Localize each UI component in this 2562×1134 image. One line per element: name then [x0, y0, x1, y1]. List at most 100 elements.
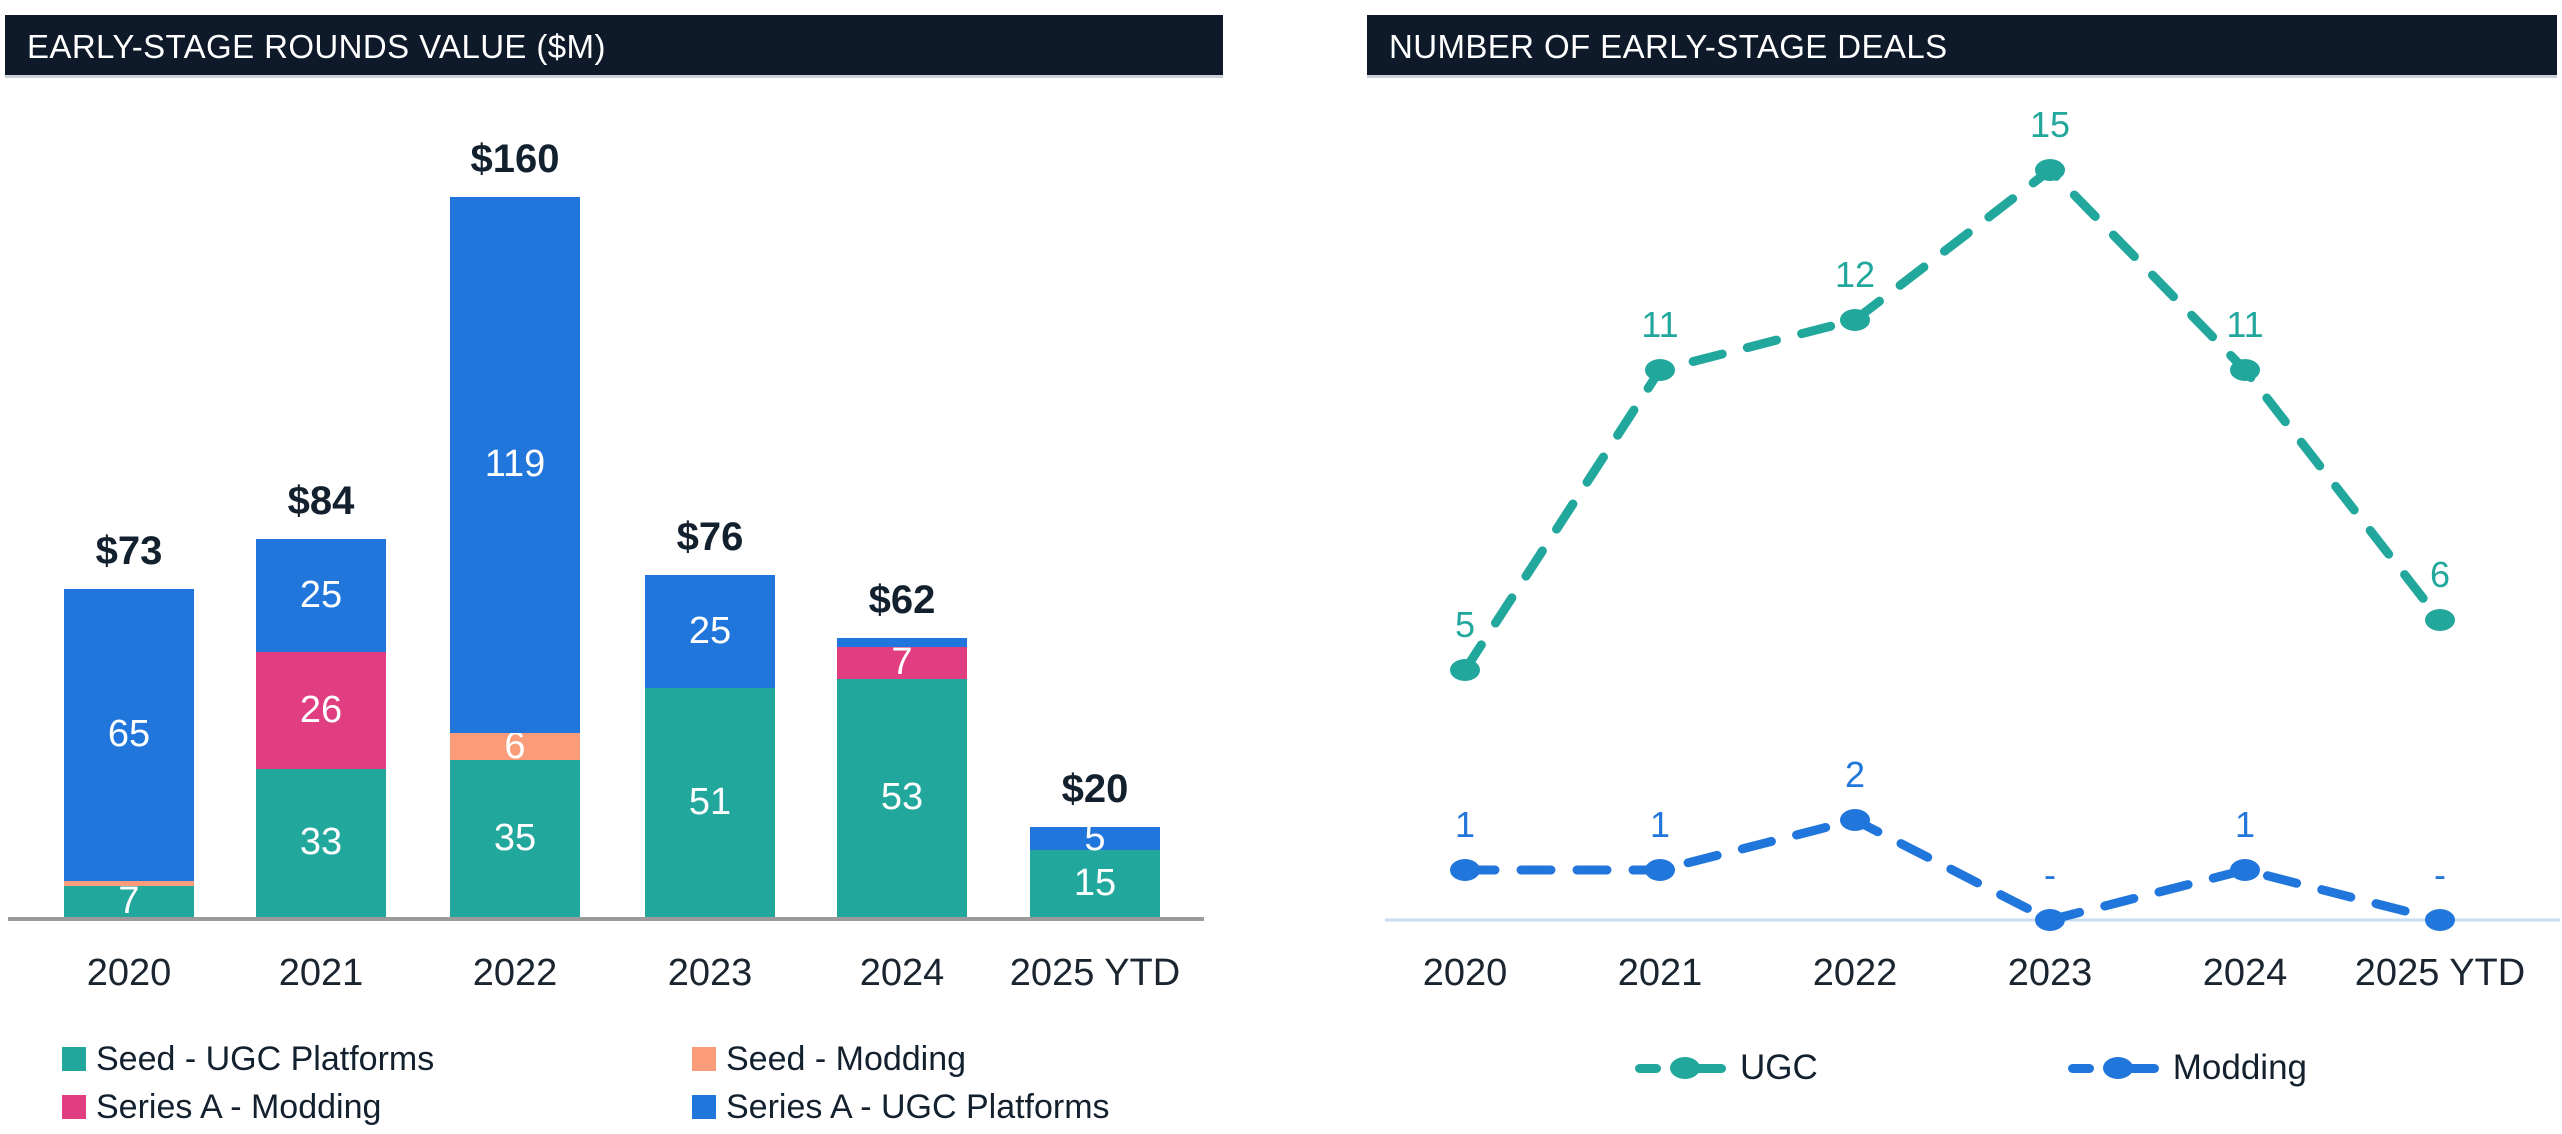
right-chart-legend: UGC Modding [1380, 1048, 2562, 1088]
bar-segment-label: 7 [118, 879, 140, 922]
left-chart-title: EARLY-STAGE ROUNDS VALUE ($M) [27, 28, 606, 65]
legend-glyph-part [2102, 1057, 2133, 1079]
data-point-marker [1840, 309, 1870, 331]
x-axis-label: 2020 [86, 952, 172, 994]
line-series-modding [1460, 815, 2445, 925]
x-axis-label: 2022 [472, 952, 558, 994]
bar-total-label: $73 [95, 528, 163, 573]
x-axis-label: 2021 [278, 952, 364, 994]
data-point-marker [2035, 159, 2065, 181]
left-x-axis-line [8, 917, 1204, 921]
legend-glyph-part [2126, 1063, 2159, 1073]
dashed-line-marker-icon [2067, 1057, 2159, 1079]
legend-item: UGC [1634, 1048, 1818, 1088]
bar-segment: 51 [645, 687, 775, 917]
legend-glyph-part [1693, 1063, 1726, 1073]
bar-segment: 65 [64, 588, 194, 881]
legend-item: Modding [2067, 1048, 2308, 1088]
legend-label: Seed - Modding [726, 1039, 967, 1078]
bar-segment-label: 5 [1084, 816, 1106, 859]
right-chart-title: NUMBER OF EARLY-STAGE DEALS [1389, 28, 1948, 65]
bar-segment-label: 6 [504, 724, 526, 767]
data-point-label: 11 [2226, 304, 2263, 345]
legend-glyph-part [1634, 1063, 1661, 1073]
bar-segment-label: 119 [484, 443, 546, 486]
legend-swatch-icon [692, 1095, 716, 1119]
bar-total-label: $76 [676, 515, 744, 559]
bar-total-label: $62 [868, 578, 936, 622]
bar-segment [64, 881, 194, 886]
bar-segment: 33 [256, 768, 386, 917]
bar-segment [837, 638, 967, 647]
x-axis-label: 2021 [1617, 952, 1703, 994]
bar-segment: 25 [645, 575, 775, 688]
bar-segment: 7 [64, 880, 194, 922]
left-chart-legend: Seed - UGC Platforms Seed - Modding Series… [62, 1036, 1110, 1130]
x-axis-label: 2020 [1422, 952, 1508, 994]
legend-item: Series A - UGC Platforms [692, 1084, 1110, 1130]
bar-segment: 26 [256, 651, 386, 769]
bar-segment: 7 [837, 641, 967, 683]
data-point-marker [1645, 859, 1675, 881]
x-axis-label: 2023 [2007, 952, 2093, 994]
bar-segment-label: 26 [299, 688, 343, 731]
data-point-marker [2425, 609, 2455, 631]
bar-segment-label: 65 [107, 713, 151, 756]
legend-swatch-icon [62, 1095, 86, 1119]
x-axis-label: 2022 [1812, 952, 1898, 994]
bar-total-label: $84 [287, 479, 355, 523]
bar-segment: 5 [1030, 817, 1160, 859]
x-axis-label: 2024 [859, 952, 945, 994]
legend-label: Series A - Modding [96, 1087, 382, 1126]
data-point-label: 1 [1455, 804, 1475, 845]
legend-item: Seed - Modding [692, 1036, 1110, 1082]
right-chart-title-bar: NUMBER OF EARLY-STAGE DEALS [1367, 15, 2557, 78]
left-chart-title-bar: EARLY-STAGE ROUNDS VALUE ($M) [5, 15, 1223, 78]
x-axis-label: 2024 [2202, 952, 2288, 994]
x-axis-label: 2023 [667, 952, 753, 994]
bar-segment-label: 7 [891, 641, 913, 684]
bar-segment-label: 33 [299, 821, 343, 864]
line-series-ugc [1460, 165, 2445, 675]
bar-segment: 25 [256, 539, 386, 652]
data-point-marker [2425, 909, 2455, 931]
legend-glyph-part [2067, 1063, 2094, 1073]
legend-item: Seed - UGC Platforms [62, 1036, 692, 1082]
x-axis-label: 2025 YTD [1009, 952, 1181, 994]
bar-segment: 6 [450, 725, 580, 767]
legend-label: UGC [1739, 1048, 1818, 1087]
bar-segment: 35 [450, 759, 580, 917]
legend-label: Modding [2172, 1048, 2308, 1087]
bar-segment-label: 53 [880, 776, 924, 819]
data-point-label: 1 [1650, 804, 1670, 845]
data-point-marker [1840, 809, 1870, 831]
legend-item: Series A - Modding [62, 1084, 692, 1130]
data-point-label: - [2434, 854, 2446, 895]
legend-swatch-icon [62, 1047, 86, 1071]
bar-segment-label: 51 [688, 780, 732, 823]
x-axis-label: 2025 YTD [2354, 952, 2526, 994]
legend-glyph-part [1669, 1057, 1700, 1079]
data-point-label: 11 [1641, 304, 1678, 345]
data-point-marker [1450, 859, 1480, 881]
legend-label: Seed - UGC Platforms [96, 1039, 435, 1078]
data-point-marker [1450, 659, 1480, 681]
data-point-label: 15 [2030, 104, 2070, 145]
data-point-label: 6 [2430, 554, 2450, 595]
data-point-marker [2230, 859, 2260, 881]
bar-segment-label: 35 [493, 816, 537, 859]
bar-segment: 53 [837, 678, 967, 917]
bar-segment-label: 25 [299, 573, 343, 616]
bar-total-label: $20 [1061, 767, 1129, 811]
bar-segment-label: 15 [1073, 861, 1117, 904]
data-point-marker [1645, 359, 1675, 381]
legend-label: Series A - UGC Platforms [726, 1087, 1110, 1126]
data-point-label: 5 [1455, 604, 1475, 645]
data-point-label: - [2044, 854, 2056, 895]
bar-segment-label: 25 [688, 609, 732, 652]
data-point-label: 2 [1845, 754, 1865, 795]
bar-total-label: $160 [470, 137, 560, 181]
bar-segment: 15 [1030, 849, 1160, 917]
